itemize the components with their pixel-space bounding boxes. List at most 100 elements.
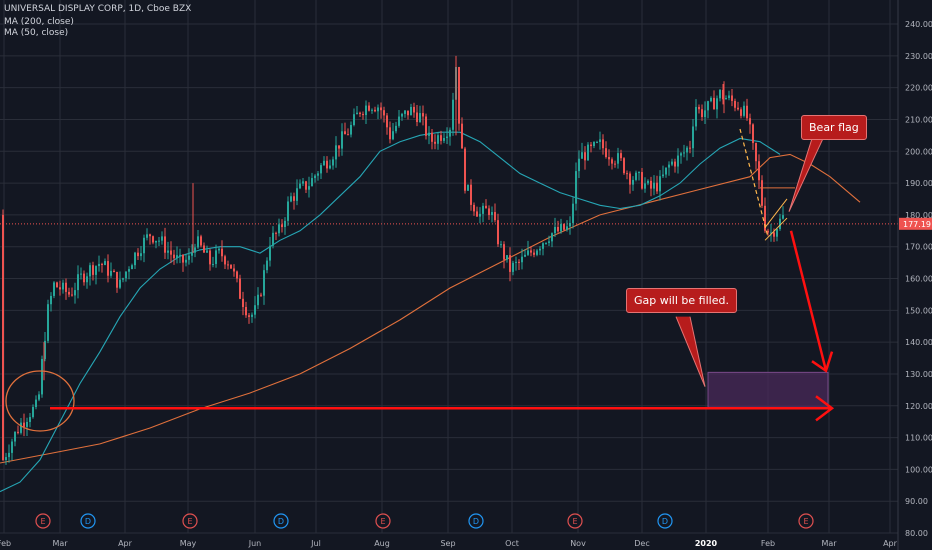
candle-body <box>716 98 718 110</box>
last-price-label: 177.19 <box>903 220 931 229</box>
candle-body <box>134 252 136 266</box>
candle-body <box>86 276 88 283</box>
candle-body <box>128 269 130 272</box>
candle-body <box>239 278 241 299</box>
candle-body <box>602 139 604 149</box>
candle-body <box>710 97 712 102</box>
x-tick-label: Sep <box>440 539 455 548</box>
candle-body <box>623 158 625 174</box>
y-axis[interactable]: 240.00 230.00 220.00 210.00 200.00 190.00 180.… <box>897 0 932 550</box>
candle-body <box>530 250 532 253</box>
earnings-marker[interactable]: E <box>375 513 391 529</box>
dividend-marker[interactable]: D <box>657 513 673 529</box>
candle-body <box>245 307 247 316</box>
candle-body <box>341 131 343 149</box>
candle-body <box>365 105 367 116</box>
candle-body <box>536 250 538 255</box>
candle-body <box>563 223 565 230</box>
candle-body <box>782 215 784 219</box>
candle-body <box>743 105 745 116</box>
candle-body <box>335 145 337 160</box>
bear-flag-pointer <box>788 138 824 212</box>
candle-body <box>461 123 463 149</box>
candle-body <box>65 282 67 292</box>
dividend-marker[interactable]: D <box>80 513 96 529</box>
candle-body <box>479 213 481 217</box>
candle-body <box>668 164 670 168</box>
last-price-tag <box>899 217 932 230</box>
candle-body <box>221 248 223 257</box>
y-tick-label: 180.00 <box>905 211 932 220</box>
candle-body <box>266 260 268 271</box>
x-tick-label: Nov <box>570 539 586 548</box>
x-tick-label: Dec <box>634 539 649 548</box>
candle-body <box>44 340 46 359</box>
candle-body <box>401 113 403 117</box>
candle-body <box>305 181 307 190</box>
event-label: D <box>662 517 668 526</box>
candle-body <box>35 399 37 407</box>
candle-body <box>110 270 112 276</box>
candle-body <box>518 261 520 263</box>
candle-body <box>194 247 196 253</box>
candle-body <box>260 294 262 296</box>
candle-body <box>482 205 484 214</box>
candle-body <box>380 107 382 111</box>
candle-body <box>692 126 694 149</box>
candle-body <box>68 291 70 295</box>
earnings-marker[interactable]: E <box>798 513 814 529</box>
candle-body <box>302 181 304 184</box>
candle-body <box>338 145 340 149</box>
candle-body <box>452 99 454 130</box>
candle-body <box>722 89 724 100</box>
candle-body <box>524 254 526 257</box>
flag-lower-line <box>764 217 788 241</box>
candle-body <box>500 244 502 246</box>
candle-body <box>521 256 523 263</box>
gap-zone-box <box>707 371 829 408</box>
ma200-legend[interactable]: MA (200, close) <box>4 17 74 27</box>
candle-body <box>434 141 436 144</box>
candle-body <box>542 243 544 249</box>
candle-body <box>182 254 184 263</box>
candle-body <box>344 131 346 135</box>
candle-body <box>347 134 349 136</box>
candle-body <box>167 250 169 253</box>
candle-body <box>626 173 628 175</box>
ma50-legend[interactable]: MA (50, close) <box>4 28 69 38</box>
target-arrow-head <box>811 351 834 373</box>
candle-body <box>560 223 562 232</box>
candle-body <box>104 261 106 265</box>
y-tick-label: 230.00 <box>905 52 932 61</box>
event-circle <box>375 513 391 529</box>
y-tick-label: 210.00 <box>905 115 932 124</box>
candle-body <box>611 159 613 164</box>
candle-body <box>224 256 226 265</box>
candle-body <box>188 255 190 260</box>
earnings-marker[interactable]: E <box>567 513 583 529</box>
candle-body <box>200 236 202 246</box>
dividend-marker[interactable]: D <box>468 513 484 529</box>
candle-body <box>557 226 559 232</box>
candle-body <box>428 132 430 136</box>
candle-body <box>47 304 49 341</box>
event-label: E <box>187 517 192 526</box>
y-tick-label: 90.00 <box>905 497 928 506</box>
candle-body <box>107 261 109 276</box>
candle-body <box>662 174 664 177</box>
candle-body <box>233 268 235 272</box>
candle-body <box>533 252 535 255</box>
candle-body <box>278 224 280 234</box>
candle-body <box>179 254 181 256</box>
x-axis[interactable]: Feb Mar Apr May Jun Jul Aug Sep Oct Nov Dec 2020 Feb… <box>0 539 898 548</box>
candle-body <box>674 161 676 167</box>
earnings-marker[interactable]: E <box>35 513 51 529</box>
candle-body <box>329 165 331 169</box>
candle-body <box>764 205 766 231</box>
earnings-marker[interactable]: E <box>182 513 198 529</box>
candle-body <box>473 204 475 212</box>
candle-body <box>89 265 91 277</box>
dividend-marker[interactable]: D <box>273 513 289 529</box>
